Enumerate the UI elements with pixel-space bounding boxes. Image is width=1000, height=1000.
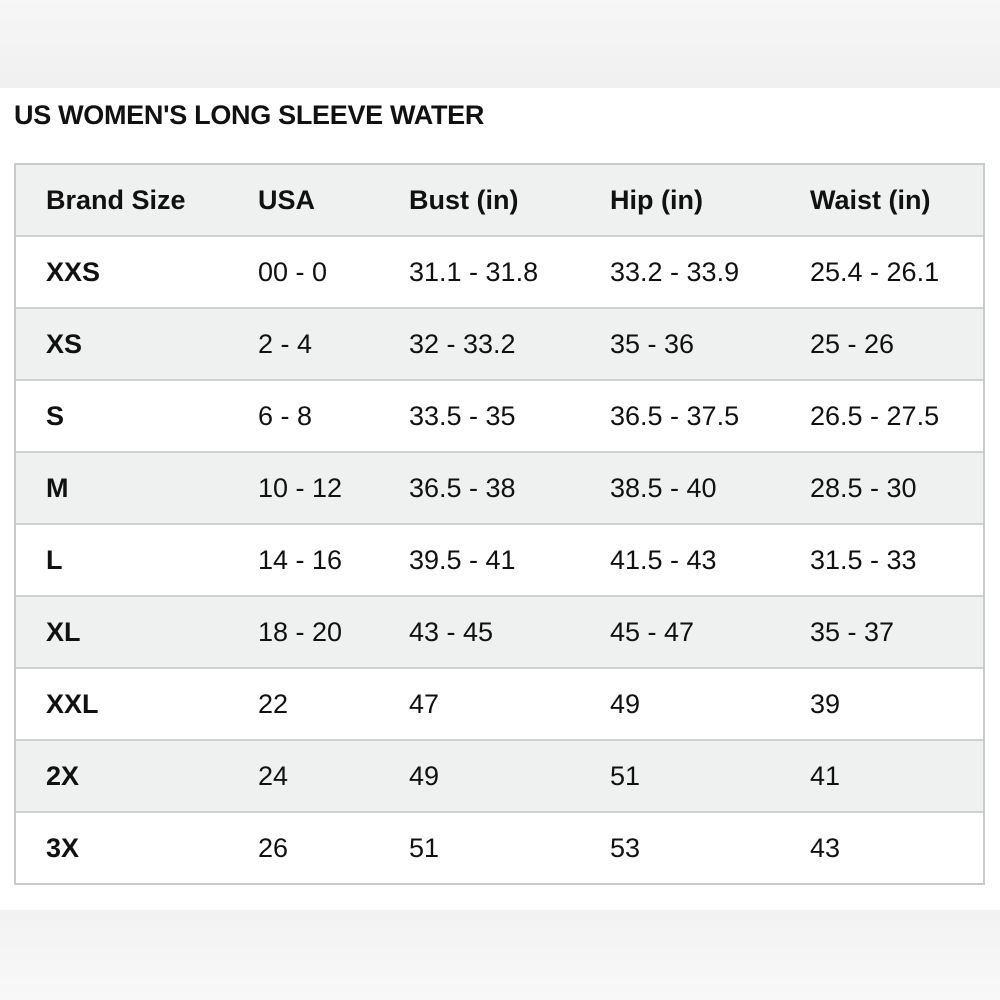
table-row: XL 18 - 20 43 - 45 45 - 47 35 - 37 [16, 595, 983, 667]
table-cell: 2 - 4 [258, 329, 313, 359]
table-cell: 36.5 - 38 [409, 473, 516, 503]
table-cell: 32 - 33.2 [409, 329, 516, 359]
table-cell: 39 [810, 689, 841, 719]
table-cell: 25.4 - 26.1 [810, 257, 940, 287]
table-cell: 26 [258, 833, 289, 863]
column-header: Hip (in) [610, 185, 703, 215]
table-cell: 24 [258, 761, 289, 791]
header-row: Brand Size USA Bust (in) Hip (in) Waist (in) [16, 165, 983, 235]
table-row: 3X 26 51 53 43 [16, 811, 983, 883]
table-cell: 33.2 - 33.9 [610, 257, 740, 287]
table-cell: 31.1 - 31.8 [409, 257, 539, 287]
table-cell: 36.5 - 37.5 [610, 401, 740, 431]
table-row: XXL 22 47 49 39 [16, 667, 983, 739]
table-row: XS 2 - 4 32 - 33.2 35 - 36 25 - 26 [16, 307, 983, 379]
column-header: Waist (in) [810, 185, 931, 215]
size-label: XL [46, 617, 81, 647]
size-label: XXL [46, 689, 99, 719]
size-label: M [46, 473, 69, 503]
table-cell: 25 - 26 [810, 329, 895, 359]
table-row: L 14 - 16 39.5 - 41 41.5 - 43 31.5 - 33 [16, 523, 983, 595]
size-label: 3X [46, 833, 80, 863]
size-label: XS [46, 329, 83, 359]
table-row: S 6 - 8 33.5 - 35 36.5 - 37.5 26.5 - 27.5 [16, 379, 983, 451]
table-cell: 28.5 - 30 [810, 473, 917, 503]
table-cell: 51 [610, 761, 641, 791]
column-header: USA [258, 185, 316, 215]
table-cell: 14 - 16 [258, 545, 343, 575]
table-cell: 43 [810, 833, 841, 863]
table-cell: 22 [258, 689, 289, 719]
table-cell: 49 [610, 689, 641, 719]
top-band [0, 0, 1000, 88]
table-cell: 47 [409, 689, 440, 719]
column-header: Bust (in) [409, 185, 519, 215]
table-cell: 18 - 20 [258, 617, 343, 647]
table-cell: 39.5 - 41 [409, 545, 516, 575]
size-label: XXS [46, 257, 101, 287]
table-row: XXS 00 - 0 31.1 - 31.8 33.2 - 33.9 25.4 - 26… [16, 235, 983, 307]
title: US WOMEN'S LONG SLEEVE WATER [14, 100, 485, 130]
table-cell: 51 [409, 833, 440, 863]
size-label: L [46, 545, 63, 575]
table-cell: 53 [610, 833, 641, 863]
table-cell: 31.5 - 33 [810, 545, 917, 575]
table-cell: 35 - 37 [810, 617, 895, 647]
table-cell: 10 - 12 [258, 473, 343, 503]
table-cell: 35 - 36 [610, 329, 695, 359]
size-label: 2X [46, 761, 80, 791]
table-cell: 26.5 - 27.5 [810, 401, 940, 431]
table-row: 2X 24 49 51 41 [16, 739, 983, 811]
table-cell: 49 [409, 761, 440, 791]
table-cell: 45 - 47 [610, 617, 695, 647]
table-cell: 00 - 0 [258, 257, 328, 287]
bottom-band [0, 910, 1000, 1000]
table-cell: 6 - 8 [258, 401, 313, 431]
size-label: S [46, 401, 65, 431]
table-cell: 43 - 45 [409, 617, 494, 647]
table-row: M 10 - 12 36.5 - 38 38.5 - 40 28.5 - 30 [16, 451, 983, 523]
column-header: Brand Size [46, 185, 186, 215]
table-cell: 41.5 - 43 [610, 545, 717, 575]
size-table: Brand Size USA Bust (in) Hip (in) Waist (in)… [14, 163, 985, 885]
table-cell: 38.5 - 40 [610, 473, 717, 503]
table-cell: 33.5 - 35 [409, 401, 516, 431]
table-cell: 41 [810, 761, 841, 791]
